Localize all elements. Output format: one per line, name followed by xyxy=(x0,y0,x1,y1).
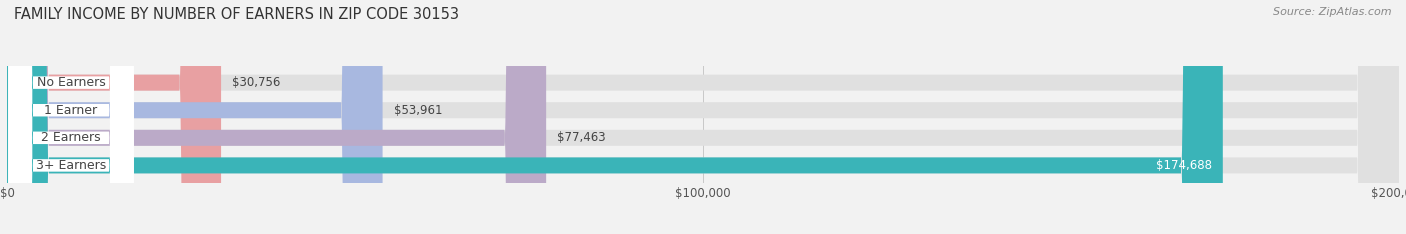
FancyBboxPatch shape xyxy=(8,0,134,234)
FancyBboxPatch shape xyxy=(7,0,1399,234)
FancyBboxPatch shape xyxy=(7,0,382,234)
Text: 3+ Earners: 3+ Earners xyxy=(37,159,107,172)
Text: FAMILY INCOME BY NUMBER OF EARNERS IN ZIP CODE 30153: FAMILY INCOME BY NUMBER OF EARNERS IN ZI… xyxy=(14,7,460,22)
Text: $77,463: $77,463 xyxy=(557,131,606,144)
Text: No Earners: No Earners xyxy=(37,76,105,89)
Text: $30,756: $30,756 xyxy=(232,76,281,89)
FancyBboxPatch shape xyxy=(7,0,1399,234)
FancyBboxPatch shape xyxy=(7,0,1399,234)
FancyBboxPatch shape xyxy=(8,0,134,234)
Text: Source: ZipAtlas.com: Source: ZipAtlas.com xyxy=(1274,7,1392,17)
Text: $174,688: $174,688 xyxy=(1156,159,1212,172)
Text: 1 Earner: 1 Earner xyxy=(45,104,97,117)
Text: $53,961: $53,961 xyxy=(394,104,443,117)
FancyBboxPatch shape xyxy=(7,0,1223,234)
FancyBboxPatch shape xyxy=(7,0,1399,234)
FancyBboxPatch shape xyxy=(8,0,134,234)
Text: 2 Earners: 2 Earners xyxy=(41,131,101,144)
FancyBboxPatch shape xyxy=(7,0,221,234)
FancyBboxPatch shape xyxy=(7,0,546,234)
FancyBboxPatch shape xyxy=(8,0,134,234)
